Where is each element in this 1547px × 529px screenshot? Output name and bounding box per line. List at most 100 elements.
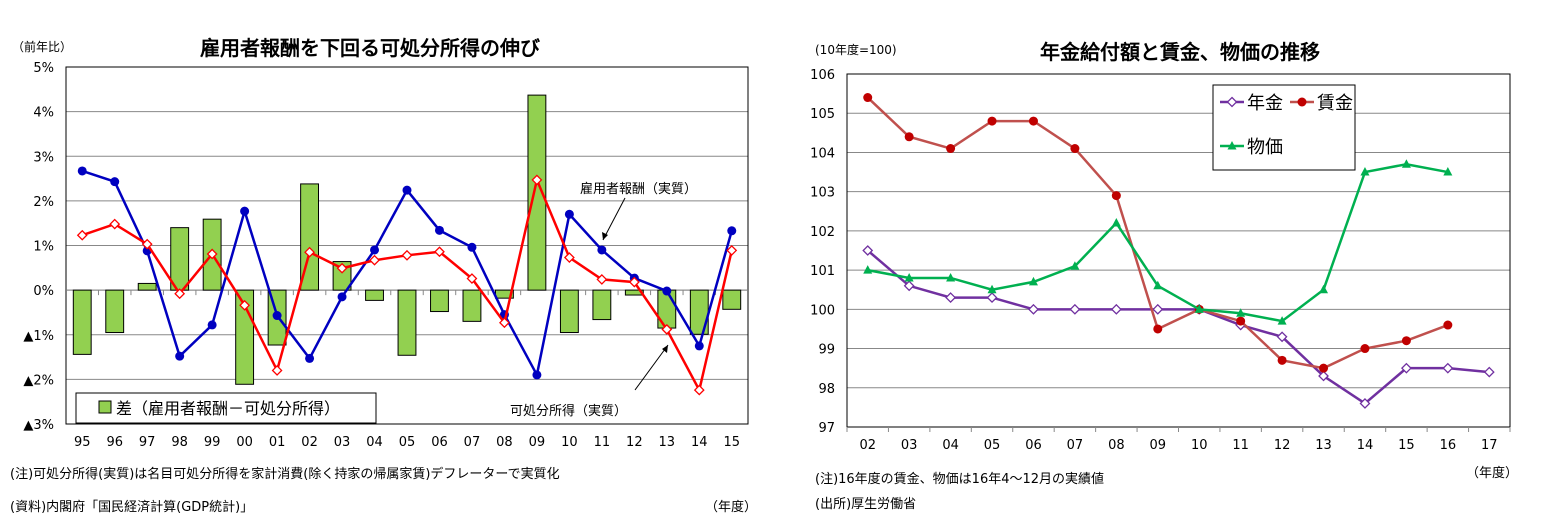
data-point <box>987 284 997 294</box>
data-point <box>1028 276 1038 286</box>
data-point <box>662 286 672 296</box>
x-tick-label: 05 <box>399 435 416 450</box>
data-point <box>206 248 218 260</box>
data-point <box>862 245 874 256</box>
data-point <box>1028 116 1038 126</box>
plot-area <box>846 73 1511 428</box>
bar <box>430 289 449 313</box>
x-tick-label: 07 <box>1067 438 1084 453</box>
right-source: (出所)厚生労働省 <box>815 497 917 512</box>
y-tick-label: 3% <box>33 150 54 165</box>
data-point <box>1236 308 1246 317</box>
x-tick-label: 15 <box>723 435 740 450</box>
data-point <box>693 384 705 396</box>
data-point <box>1153 280 1163 290</box>
x-tick-label: 14 <box>1357 438 1374 453</box>
plot-area <box>65 66 749 425</box>
arrowhead <box>662 345 668 353</box>
data-point <box>401 249 413 261</box>
legend-label: 年金 <box>1247 93 1283 114</box>
x-tick-label: 06 <box>1025 438 1042 453</box>
bar <box>170 227 190 291</box>
x-tick-label: 00 <box>236 435 253 450</box>
data-point <box>1111 191 1121 201</box>
y-tick-label: 98 <box>818 382 835 397</box>
data-point <box>986 292 998 303</box>
bar <box>300 183 320 291</box>
data-point <box>272 311 282 321</box>
data-point <box>1359 398 1371 409</box>
bar <box>397 289 417 356</box>
data-point <box>305 353 315 363</box>
right-x-unit: （年度） <box>1466 466 1519 481</box>
bar <box>592 289 612 321</box>
arrowhead <box>602 232 608 240</box>
legend-label: 差（雇用者報酬－可処分所得） <box>116 399 340 418</box>
data-point <box>1236 316 1246 326</box>
data-point <box>1111 218 1121 227</box>
legend-label: 賃金 <box>1317 93 1353 114</box>
data-point <box>1360 344 1370 354</box>
data-point <box>271 365 283 376</box>
data-point <box>1483 366 1495 378</box>
x-tick-label: 12 <box>626 435 643 450</box>
bar <box>559 289 579 334</box>
data-point <box>304 246 315 258</box>
data-point <box>1276 331 1288 343</box>
y-tick-label: 103 <box>810 186 835 201</box>
y-tick-label: 1% <box>33 240 54 255</box>
x-tick-label: 09 <box>1150 438 1167 453</box>
x-tick-label: 99 <box>204 435 221 450</box>
bar <box>462 289 482 322</box>
y-tick-label: 2% <box>33 195 54 210</box>
left-y-unit: （前年比） <box>12 40 73 54</box>
right-y-unit: (10年度=100) <box>815 43 897 57</box>
data-point <box>531 174 543 186</box>
data-point <box>1319 363 1329 373</box>
data-point <box>337 292 347 302</box>
data-point <box>904 272 914 282</box>
data-point <box>946 272 956 282</box>
legend-label: 物価 <box>1247 137 1283 158</box>
data-point <box>628 276 640 288</box>
annotation-compensation: 雇用者報酬（実質） <box>580 182 698 197</box>
x-tick-label: 13 <box>659 435 676 450</box>
left-note: (注)可処分所得(実質)は名目可処分所得を家計消費(除く持家の帰属家賃)デフレー… <box>10 467 560 482</box>
data-point <box>369 254 380 266</box>
y-tick-label: 105 <box>810 107 835 122</box>
data-point <box>1400 362 1412 374</box>
bar <box>72 289 92 355</box>
data-point <box>240 206 250 216</box>
data-point <box>1110 303 1122 315</box>
x-tick-label: 13 <box>1315 438 1332 453</box>
data-point <box>467 242 477 252</box>
y-tick-label: 99 <box>818 343 835 358</box>
y-tick-label: 100 <box>810 303 835 318</box>
data-point <box>434 225 444 235</box>
data-point <box>727 226 737 236</box>
data-point <box>563 252 575 263</box>
data-point <box>1152 303 1164 315</box>
data-point <box>1401 336 1411 346</box>
x-tick-label: 06 <box>431 435 448 450</box>
arrow <box>634 344 669 391</box>
x-tick-label: 15 <box>1398 438 1415 453</box>
data-point <box>499 317 510 329</box>
right-note: (注)16年度の賃金、物価は16年4～12月の実績値 <box>815 472 1105 487</box>
data-point <box>661 323 673 335</box>
y-tick-label: 5% <box>33 61 54 76</box>
data-point <box>1028 303 1039 315</box>
x-tick-label: 04 <box>942 438 959 453</box>
data-point <box>1153 324 1163 334</box>
data-point <box>597 245 607 255</box>
x-tick-label: 08 <box>1108 438 1125 453</box>
data-point <box>109 218 121 230</box>
bar <box>624 289 644 296</box>
data-point <box>466 273 478 284</box>
x-tick-label: 96 <box>106 435 123 450</box>
data-point <box>402 185 412 195</box>
left-source: (資料)内閣府「国民経済計算(GDP統計)」 <box>10 500 254 515</box>
data-point <box>1401 159 1411 168</box>
